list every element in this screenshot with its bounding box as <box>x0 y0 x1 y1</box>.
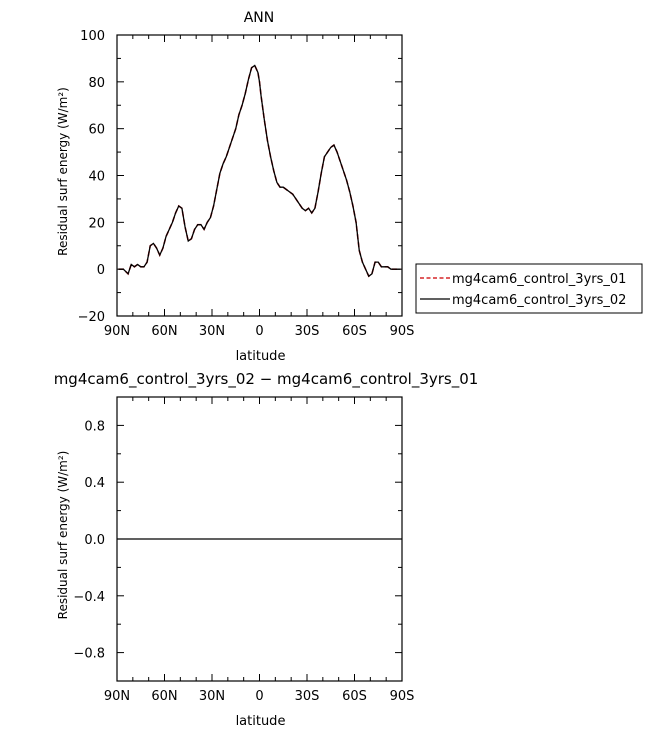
y-tick-label: −20 <box>78 310 105 325</box>
legend: mg4cam6_control_3yrs_01 mg4cam6_control_3… <box>415 263 643 314</box>
x-tick-label: 0 <box>255 689 263 704</box>
x-tick-label: 90S <box>390 324 415 339</box>
y-tick-label: 0 <box>97 263 105 278</box>
x-tick-label: 60S <box>342 324 367 339</box>
x-axis-label: latitude <box>236 714 286 729</box>
legend-label: mg4cam6_control_3yrs_01 <box>452 272 626 287</box>
chart-panel-1: ANN 90N 60N 30N 0 30S 60S 90S −20 0 20 40 60 80 100 lat… <box>56 10 643 364</box>
legend-label: mg4cam6_control_3yrs_02 <box>452 293 626 308</box>
x-tick-label: 60N <box>151 324 177 339</box>
y-tick-label: −0.4 <box>73 590 105 605</box>
y-tick-label: 0.4 <box>84 476 105 491</box>
y-tick-label: 20 <box>88 216 105 231</box>
legend-box <box>415 263 643 314</box>
chart-panel-2: mg4cam6_control_3yrs_02 − mg4cam6_contro… <box>54 370 479 729</box>
x-tick-label: 90S <box>390 689 415 704</box>
x-tick-label: 60N <box>151 689 177 704</box>
y-tick-label: 100 <box>80 29 105 44</box>
chart-title: mg4cam6_control_3yrs_02 − mg4cam6_contro… <box>54 370 479 389</box>
series-line-2 <box>118 64 401 278</box>
x-tick-label: 30N <box>199 689 225 704</box>
y-tick-label: −0.8 <box>73 647 105 662</box>
x-tick-label: 60S <box>342 689 367 704</box>
y-tick-label: 0.8 <box>84 419 105 434</box>
y-tick-label: 40 <box>88 170 105 185</box>
x-tick-label: 30S <box>295 689 320 704</box>
chart-title: ANN <box>244 10 275 26</box>
x-tick-label: 30N <box>199 324 225 339</box>
x-tick-label: 30S <box>295 324 320 339</box>
y-axis-label: Residual surf energy (W/m²) <box>56 451 70 620</box>
x-tick-label: 90N <box>104 689 130 704</box>
x-tick-label: 0 <box>255 324 263 339</box>
y-tick-label: 0.0 <box>84 533 105 548</box>
y-tick-label: 60 <box>88 123 105 138</box>
x-axis-label: latitude <box>236 349 286 364</box>
x-tick-label: 90N <box>104 324 130 339</box>
y-axis-label: Residual surf energy (W/m²) <box>56 87 70 256</box>
y-tick-label: 80 <box>88 76 105 91</box>
